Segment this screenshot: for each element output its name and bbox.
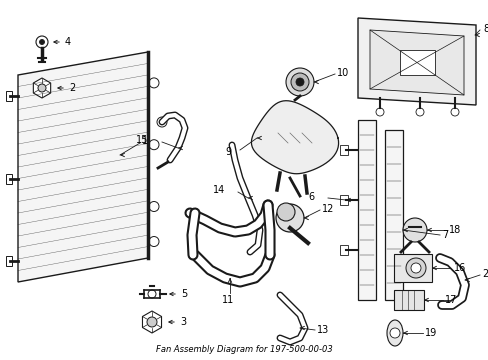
Text: 19: 19: [424, 328, 436, 338]
Circle shape: [149, 237, 159, 247]
Text: 17: 17: [444, 295, 456, 305]
Circle shape: [290, 73, 308, 91]
Text: 8: 8: [482, 24, 488, 34]
Ellipse shape: [386, 320, 402, 346]
Circle shape: [410, 263, 420, 273]
Bar: [393, 290, 423, 310]
Circle shape: [405, 258, 425, 278]
Circle shape: [450, 108, 458, 116]
Circle shape: [36, 36, 48, 48]
Circle shape: [157, 117, 167, 127]
Polygon shape: [369, 30, 463, 95]
Text: 6: 6: [307, 192, 313, 202]
Bar: [6, 256, 12, 266]
Polygon shape: [142, 311, 161, 333]
Text: 15: 15: [135, 135, 148, 145]
Circle shape: [149, 140, 159, 150]
Circle shape: [149, 202, 159, 211]
Bar: [384, 130, 402, 300]
Text: 3: 3: [180, 317, 186, 327]
Polygon shape: [357, 18, 475, 105]
Text: Fan Assembly Diagram for 197-500-00-03: Fan Assembly Diagram for 197-500-00-03: [156, 345, 332, 354]
Circle shape: [276, 203, 294, 221]
Circle shape: [389, 328, 399, 338]
Bar: [393, 254, 431, 282]
Circle shape: [285, 68, 313, 96]
Polygon shape: [251, 101, 338, 174]
Bar: [357, 120, 375, 300]
Circle shape: [38, 84, 46, 92]
Circle shape: [275, 204, 304, 232]
Bar: [339, 195, 347, 205]
Polygon shape: [18, 52, 148, 282]
Text: 11: 11: [222, 295, 234, 305]
Text: 9: 9: [224, 147, 231, 157]
Text: 16: 16: [453, 263, 465, 273]
Circle shape: [415, 108, 423, 116]
Text: 10: 10: [336, 68, 348, 78]
Circle shape: [147, 317, 157, 327]
Text: 12: 12: [321, 204, 334, 214]
Circle shape: [149, 78, 159, 88]
Text: 20: 20: [481, 269, 488, 279]
Circle shape: [375, 108, 383, 116]
Circle shape: [402, 218, 426, 242]
Text: 5: 5: [181, 289, 187, 299]
Circle shape: [295, 78, 304, 86]
Polygon shape: [33, 78, 51, 98]
Circle shape: [40, 40, 44, 45]
Text: 1: 1: [142, 136, 148, 146]
Bar: [6, 174, 12, 184]
Bar: [6, 91, 12, 101]
Bar: [399, 50, 434, 75]
Circle shape: [148, 290, 156, 298]
Text: 18: 18: [448, 225, 460, 235]
Text: 14: 14: [212, 185, 224, 195]
Text: 7: 7: [441, 230, 447, 240]
Bar: [339, 245, 347, 255]
Text: 2: 2: [69, 83, 75, 93]
Text: 4: 4: [65, 37, 71, 47]
Text: 13: 13: [316, 325, 328, 335]
Bar: [339, 145, 347, 155]
